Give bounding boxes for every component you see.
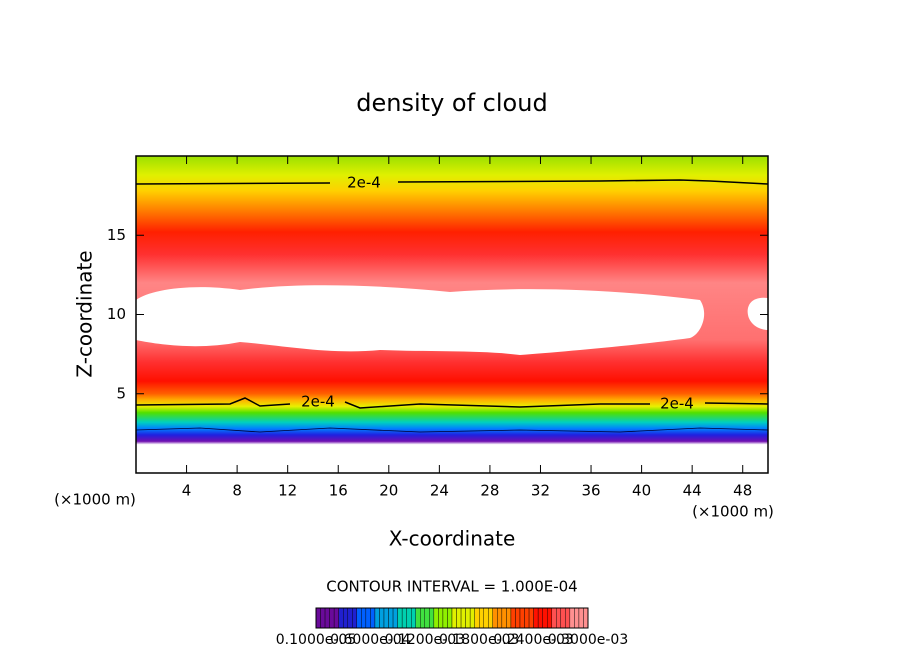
colorbar-cell: [578, 607, 584, 629]
x-tick-label: 36: [581, 482, 600, 500]
contour-interval: CONTOUR INTERVAL = 1.000E-04: [326, 578, 577, 596]
colorbar-cell: [533, 607, 539, 629]
colorbar-cell: [329, 607, 335, 629]
x-tick-label: 20: [379, 482, 398, 500]
colorbar-cell: [460, 607, 466, 629]
colorbar-label: 0.2400e-03: [493, 632, 573, 648]
colorbar-cell: [429, 607, 435, 629]
colorbar-cell: [433, 607, 439, 629]
x-tick-label: 32: [531, 482, 550, 500]
colorbar-cell: [383, 607, 389, 629]
colorbar-cell: [488, 607, 493, 629]
x-unit: (×1000 m): [54, 491, 136, 509]
colorbar-cell: [333, 607, 339, 629]
colorbar-cell: [324, 607, 330, 629]
colorbar-label: 0.6000e-04: [330, 632, 411, 648]
colorbar-cell: [515, 607, 521, 629]
y-tick-label: 5: [116, 384, 126, 402]
y-tick-label: 10: [107, 305, 126, 323]
cloud-gap: [747, 297, 768, 330]
colorbar-cell: [361, 607, 367, 629]
colorbar-cell: [388, 607, 394, 629]
colorbar-cell: [397, 607, 403, 629]
colorbar-cell: [347, 607, 353, 629]
colorbar-cell: [547, 607, 552, 629]
colorbar-cell: [424, 607, 430, 629]
colorbar-cell: [338, 607, 344, 629]
x-tick-label: 16: [329, 482, 348, 500]
colorbar-cell: [420, 607, 425, 629]
colorbar-cell: [315, 607, 321, 629]
colorbar-cell: [510, 607, 516, 629]
colorbar-cell: [497, 607, 503, 629]
cloud-gap: [136, 285, 705, 355]
y-axis-label: Z-coordinate: [73, 250, 97, 377]
colorbar-cell: [447, 607, 453, 629]
colorbar-cell: [479, 607, 484, 629]
colorbar-cell: [560, 607, 566, 629]
x-tick-label: 4: [182, 482, 192, 500]
x-tick-label: 12: [278, 482, 297, 500]
colorbar-cell: [524, 607, 530, 629]
colorbar-cell: [469, 607, 475, 629]
colorbar-cell: [343, 607, 348, 629]
colorbar-cell: [551, 607, 557, 629]
colorbar-label: 0.1200e-03: [385, 632, 465, 648]
colorbar-cell: [556, 607, 561, 629]
contour-label: 2e-4: [660, 395, 694, 413]
colorbar-label: 0.1800e-03: [439, 632, 519, 648]
x-axis-label: X-coordinate: [389, 527, 516, 551]
colorbar-cell: [506, 607, 512, 629]
colorbar-cell: [583, 607, 589, 629]
chart-title: density of cloud: [356, 89, 547, 117]
x-unit: (×1000 m): [692, 503, 774, 521]
colorbar-cell: [411, 607, 416, 629]
colorbar-frame: [315, 607, 589, 629]
x-tick-label: 40: [632, 482, 651, 500]
colorbar-cell: [565, 607, 571, 629]
contour-label: 2e-4: [301, 393, 335, 411]
colorbar-cell: [519, 607, 525, 629]
colorbar-cell: [392, 607, 398, 629]
colorbar-cell: [465, 607, 471, 629]
colorbar-cell: [379, 607, 385, 629]
x-tick-label: 28: [480, 482, 499, 500]
x-tick-label: 48: [733, 482, 752, 500]
colorbar-cell: [356, 607, 362, 629]
colorbar-cell: [406, 607, 412, 629]
colorbar-cell: [438, 607, 444, 629]
colorbar-cell: [442, 607, 448, 629]
colorbar-cell: [451, 607, 457, 629]
colorbar-cell: [365, 607, 371, 629]
colorbar-cell: [352, 607, 357, 629]
colorbar-cell: [474, 607, 480, 629]
colorbar: [315, 607, 589, 629]
x-tick-label: 44: [683, 482, 702, 500]
colorbar-cell: [374, 607, 380, 629]
colorbar-cell: [401, 607, 407, 629]
contour-label: 2e-4: [347, 174, 381, 192]
colorbar-cell: [492, 607, 498, 629]
y-tick-label: 15: [107, 226, 126, 244]
colorbar-cell: [456, 607, 462, 629]
colorbar-cell: [320, 607, 326, 629]
colorbar-cell: [415, 607, 421, 629]
colorbar-cell: [542, 607, 548, 629]
colorbar-cell: [574, 607, 580, 629]
colorbar-label: 0.3000e-03: [548, 632, 628, 648]
colorbar-cell: [501, 607, 507, 629]
colorbar-cell: [483, 607, 489, 629]
colorbar-cell: [370, 607, 376, 629]
colorbar-label: 0.1000e-05: [276, 632, 356, 648]
contour-line: [135, 397, 769, 409]
colorbar-cell: [528, 607, 534, 629]
x-tick-label: 8: [232, 482, 242, 500]
contour-line: [135, 427, 769, 433]
contour-line: [135, 179, 769, 185]
colorbar-cell: [537, 607, 543, 629]
colorbar-cell: [569, 607, 575, 629]
x-tick-label: 24: [430, 482, 449, 500]
